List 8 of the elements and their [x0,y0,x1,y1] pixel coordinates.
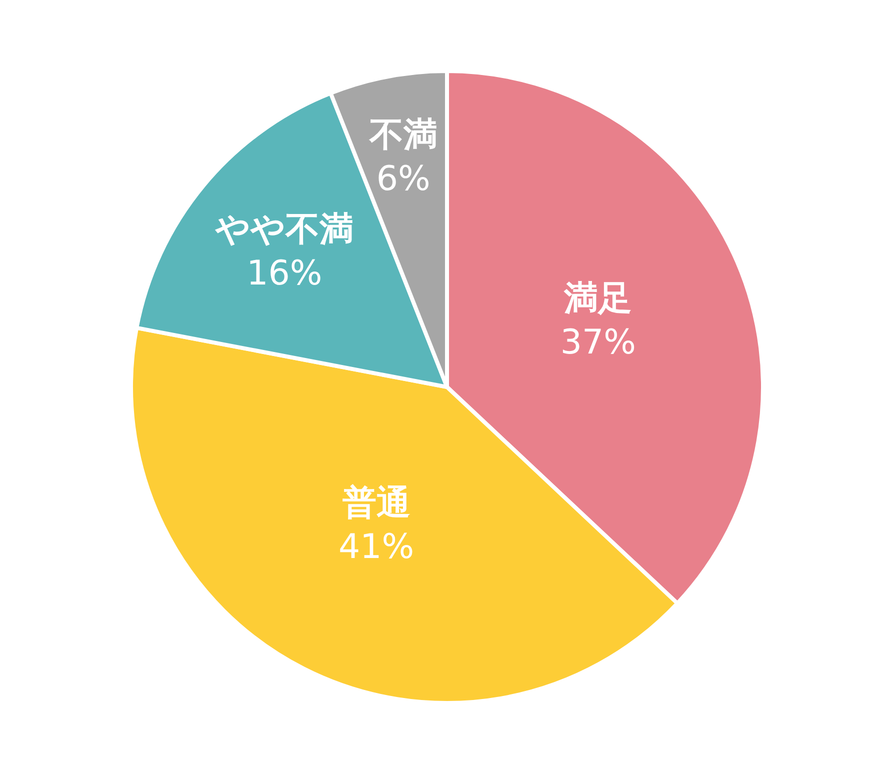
slice-label: やや不満 [214,209,354,250]
data-label: 37% [560,322,636,363]
slice-label: 普通 [342,482,410,523]
slice-label: 不満 [368,114,438,155]
data-label: 16% [246,253,322,294]
data-label: 41% [338,526,414,567]
data-label: 6% [376,158,430,199]
slice-label: 満足 [563,278,632,319]
